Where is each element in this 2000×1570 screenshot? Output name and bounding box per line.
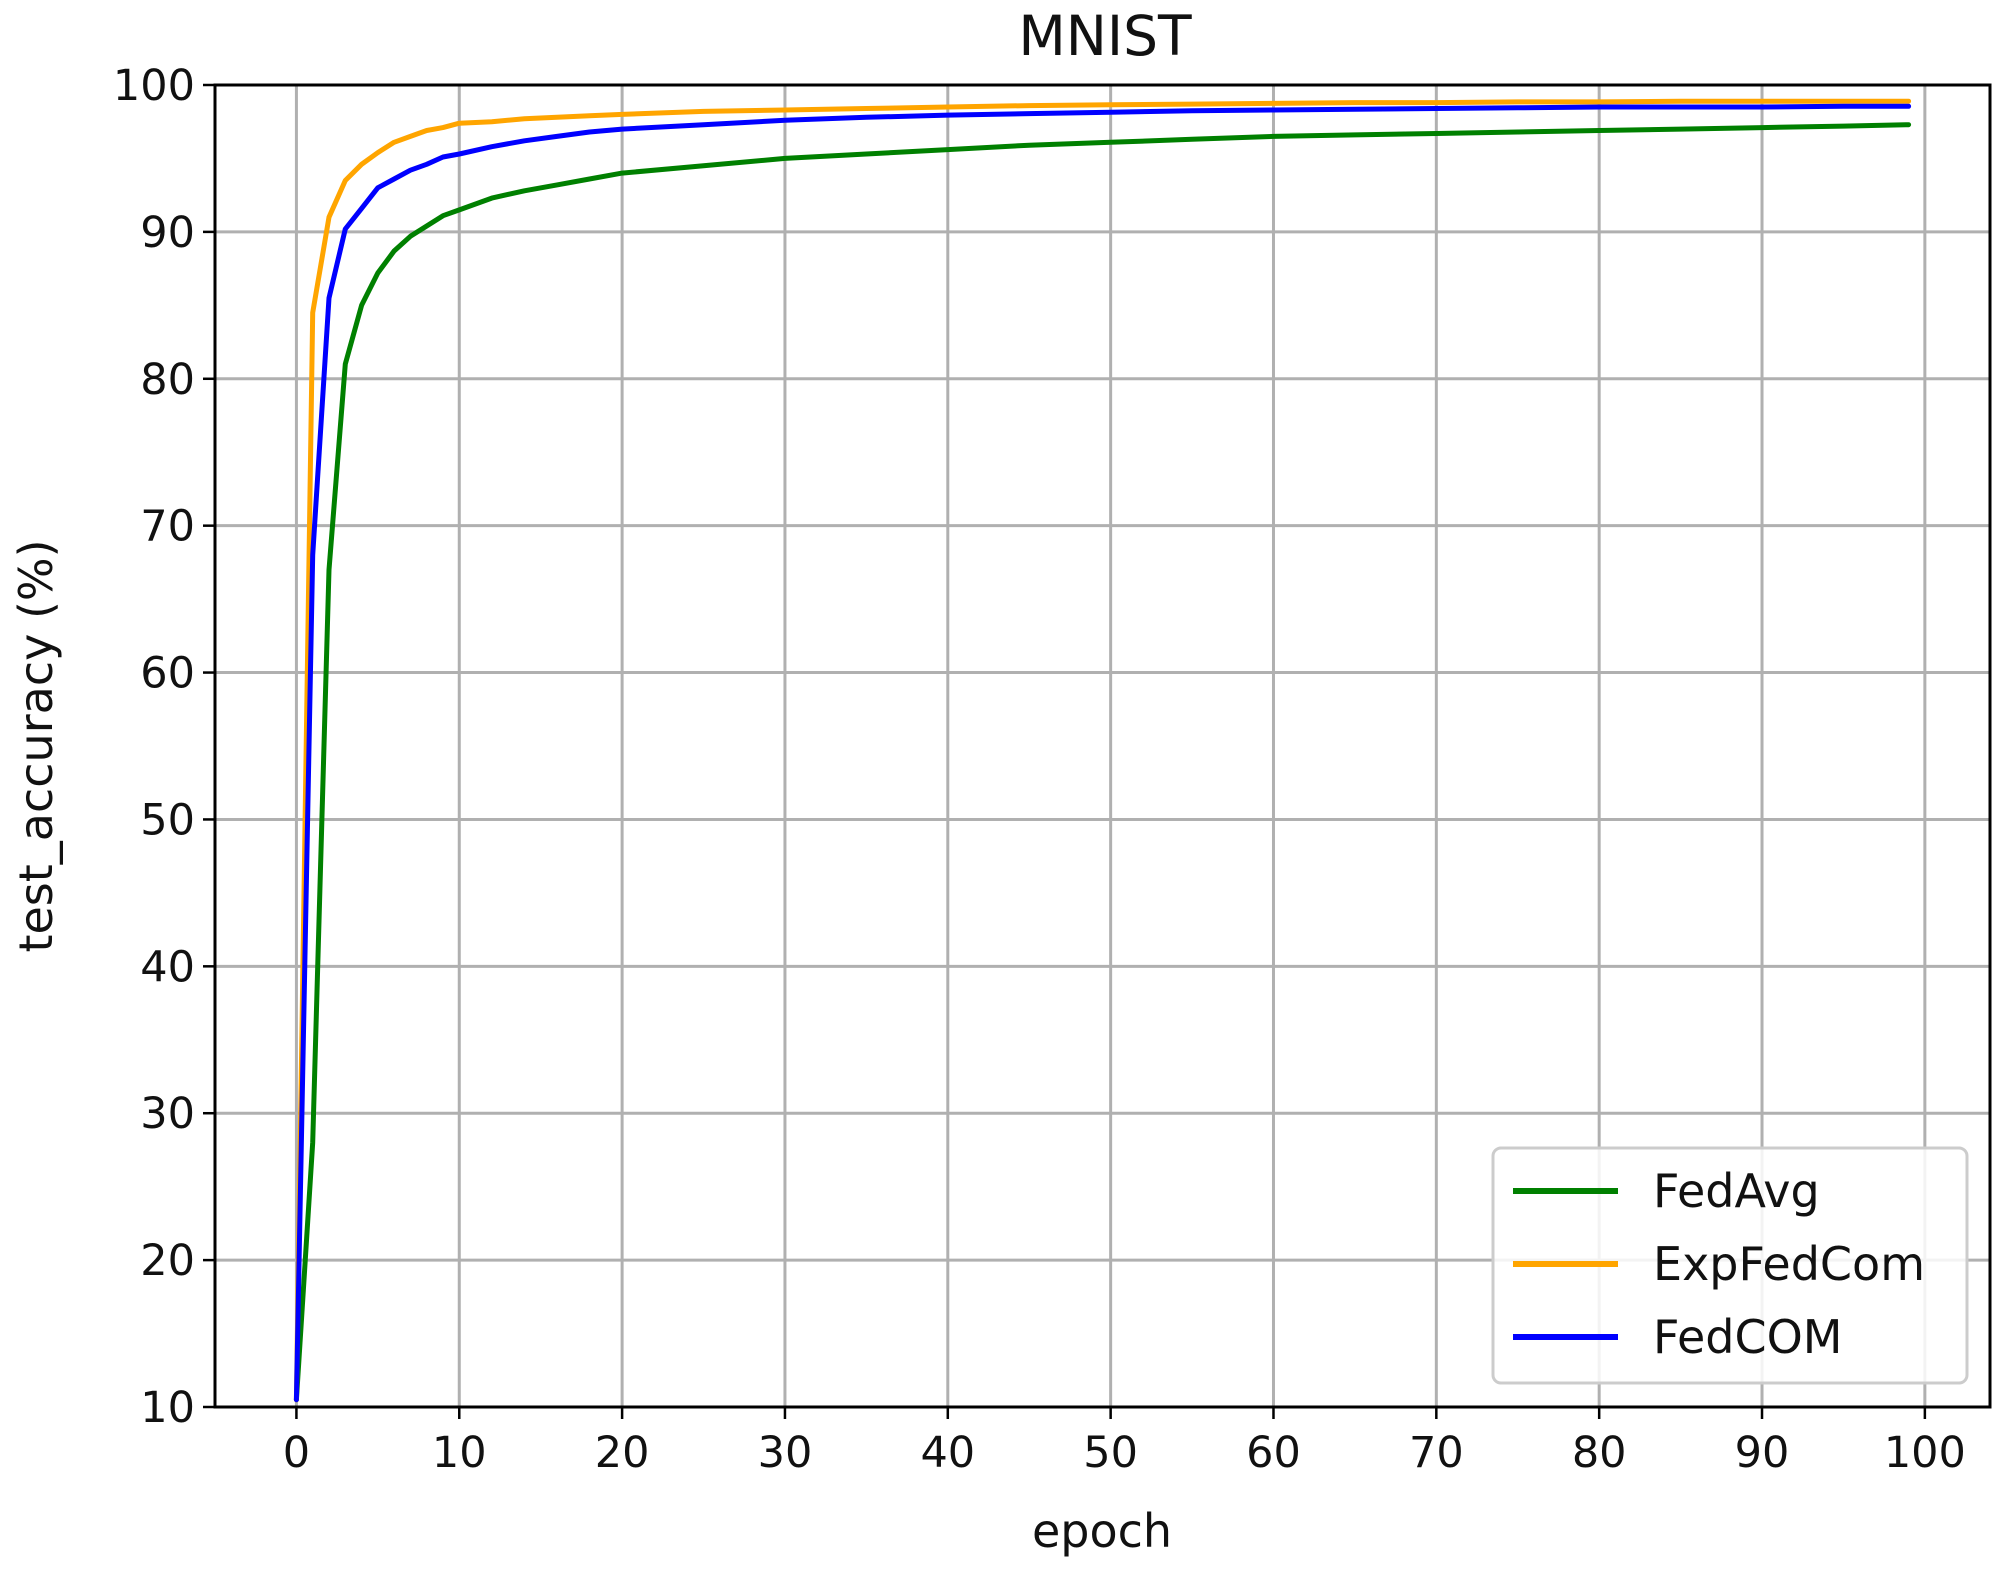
series-line-fedcom <box>293 103 1912 1403</box>
y-axis-label: test_accuracy (%) <box>9 539 63 952</box>
plot-frame <box>213 83 1992 1409</box>
x-tick-label: 50 <box>1083 1428 1138 1478</box>
legend-box <box>1491 1146 1969 1385</box>
y-tick-label: 20 <box>140 1236 195 1286</box>
x-axis-label: epoch <box>1032 1504 1172 1558</box>
x-tick-label: 0 <box>283 1428 310 1478</box>
y-tick-label: 90 <box>140 208 195 258</box>
x-tick-label: 10 <box>432 1428 487 1478</box>
legend-label-fedcom: FedCOM <box>1653 1310 1842 1364</box>
x-tick-label: 70 <box>1409 1428 1464 1478</box>
x-tick-label: 40 <box>920 1428 975 1478</box>
y-tick-label: 30 <box>140 1089 195 1139</box>
legend-label-expfedcom: ExpFedCom <box>1653 1237 1925 1291</box>
series-line-fedavg <box>293 122 1912 1403</box>
x-tick-label: 20 <box>595 1428 650 1478</box>
x-axis-ticks: 0 10 20 30 40 50 60 70 80 90 100 <box>283 1407 1966 1478</box>
series-line-expfedcom <box>293 98 1912 1403</box>
x-tick-label: 80 <box>1572 1428 1627 1478</box>
y-axis-ticks: 10 20 30 40 50 60 70 80 90 100 <box>113 61 215 1433</box>
y-tick-label: 10 <box>140 1383 195 1433</box>
y-tick-label: 100 <box>113 61 195 111</box>
x-tick-label: 30 <box>758 1428 813 1478</box>
y-tick-label: 60 <box>140 649 195 699</box>
chart-title: MNIST <box>1018 4 1192 68</box>
y-tick-label: 70 <box>140 502 195 552</box>
x-tick-label: 90 <box>1735 1428 1790 1478</box>
legend-label-fedavg: FedAvg <box>1653 1164 1820 1218</box>
y-tick-label: 50 <box>140 795 195 845</box>
x-tick-label: 100 <box>1884 1428 1966 1478</box>
series-lines <box>293 98 1912 1403</box>
legend: FedAvg ExpFedCom FedCOM <box>1491 1146 1969 1385</box>
y-tick-label: 80 <box>140 355 195 405</box>
x-tick-label: 60 <box>1246 1428 1301 1478</box>
y-tick-label: 40 <box>140 942 195 992</box>
